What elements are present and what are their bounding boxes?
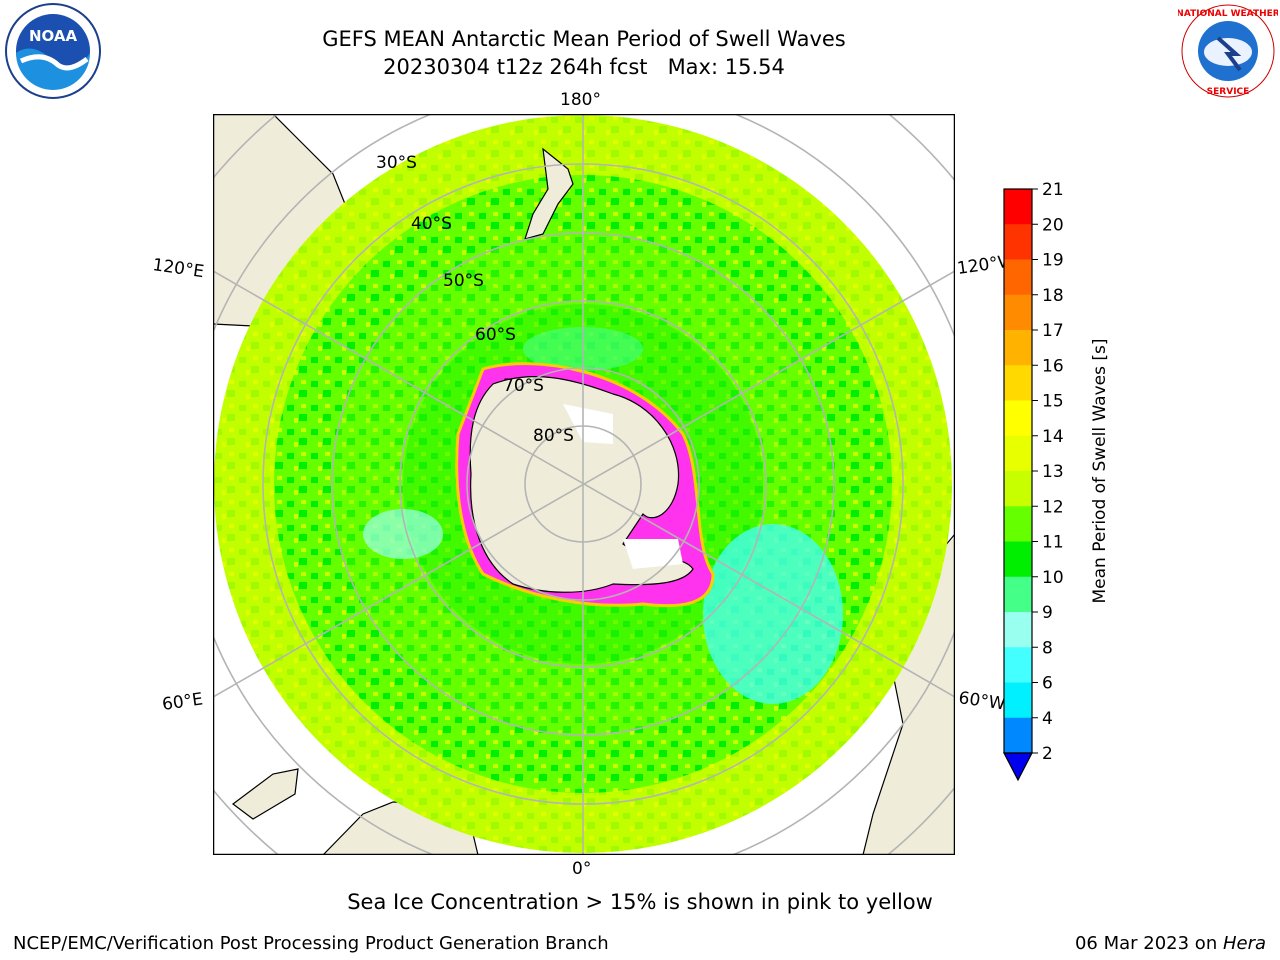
- colorbar-tick-label: 19: [1042, 251, 1064, 271]
- colorbar-band: [1004, 682, 1032, 719]
- colorbar-band: [1004, 224, 1032, 260]
- colorbar-tick-label: 10: [1042, 568, 1064, 588]
- colorbar-tick-label: 2: [1042, 744, 1053, 764]
- colorbar-band: [1004, 189, 1032, 225]
- antarctica-land: [469, 375, 694, 593]
- colorbar-tick-label: 20: [1042, 215, 1064, 235]
- footer-date-text: 06 Mar 2023 on: [1074, 933, 1223, 954]
- footer-branch: NCEP/EMC/Verification Post Processing Pr…: [13, 933, 609, 954]
- noaa-logo-text: NOAA: [29, 27, 78, 45]
- colorbar-band: [1004, 612, 1032, 648]
- colorbar-tick-label: 6: [1042, 674, 1053, 694]
- colorbar-tick-label: 13: [1042, 462, 1064, 482]
- page-subtitle: 20230304 t12z 264h fcst Max: 15.54: [383, 55, 785, 79]
- colorbar-band: [1004, 471, 1032, 507]
- colorbar-tick-label: 17: [1042, 321, 1064, 341]
- footer-host: Hera: [1222, 933, 1266, 954]
- colorbar-band: [1004, 294, 1032, 331]
- colorbar-tick-label: 12: [1042, 497, 1064, 517]
- colorbar-tick-label: 18: [1042, 286, 1064, 306]
- colorbar-tick-label: 9: [1042, 603, 1053, 623]
- lon-label-180: 180°: [560, 90, 601, 110]
- lat-label-50s: 50°S: [443, 271, 484, 291]
- map-gridlines: [213, 114, 955, 855]
- colorbar-extend-arrow: [1003, 752, 1033, 782]
- noaa-logo: NOAA: [5, 3, 101, 99]
- colorbar-band: [1004, 541, 1032, 578]
- colorbar-tick-label: 21: [1042, 180, 1064, 200]
- colorbar-band: [1004, 400, 1032, 437]
- colorbar-tick-label: 16: [1042, 356, 1064, 376]
- new-zealand-land: [524, 147, 574, 240]
- page-title: GEFS MEAN Antarctic Mean Period of Swell…: [322, 27, 846, 51]
- colorbar-band: [1004, 576, 1032, 613]
- lat-label-40s: 40°S: [411, 214, 452, 234]
- colorbar-tick-label: 15: [1042, 392, 1064, 412]
- nws-logo-text-top: NATIONAL WEATHER: [1178, 9, 1278, 19]
- sea-ice-note: Sea Ice Concentration > 15% is shown in …: [347, 890, 933, 914]
- lon-label-0: 0°: [572, 859, 591, 879]
- lon-label-120e: 120°E: [151, 255, 205, 282]
- colorbar-band: [1004, 330, 1032, 366]
- ice-shelf-weddell: [623, 539, 683, 569]
- lat-label-60s: 60°S: [475, 325, 516, 345]
- lon-label-60e: 60°E: [161, 689, 204, 714]
- colorbar-band: [1004, 435, 1032, 472]
- colorbar-band: [1004, 259, 1032, 296]
- polar-map: 30°S 40°S 50°S 60°S 70°S 80°S: [213, 114, 955, 855]
- colorbar-tick-label: 4: [1042, 709, 1053, 729]
- lat-label-30s: 30°S: [376, 153, 417, 173]
- ice-shelf-ross: [563, 404, 613, 444]
- colorbar-tick-label: 14: [1042, 427, 1064, 447]
- colorbar: 21 20 19 18 17 16 15 14 13 12 11 10 9 8 6 4 2 Mean Perio…: [1003, 180, 1110, 782]
- colorbar-tick-label: 8: [1042, 638, 1053, 658]
- nws-logo: NATIONAL WEATHER SERVICE: [1178, 4, 1278, 98]
- colorbar-tick-label: 11: [1042, 533, 1064, 553]
- colorbar-band: [1004, 365, 1032, 401]
- colorbar-band: [1004, 506, 1032, 542]
- colorbar-label: Mean Period of Swell Waves [s]: [1090, 339, 1110, 604]
- lat-label-70s: 70°S: [503, 376, 544, 396]
- madagascar-land: [232, 768, 299, 820]
- colorbar-band: [1004, 647, 1032, 683]
- nws-logo-text-bottom: SERVICE: [1207, 87, 1250, 97]
- lat-label-80s: 80°S: [533, 426, 574, 446]
- colorbar-band: [1004, 717, 1032, 754]
- footer-date: 06 Mar 2023 on Hera: [1075, 933, 1266, 954]
